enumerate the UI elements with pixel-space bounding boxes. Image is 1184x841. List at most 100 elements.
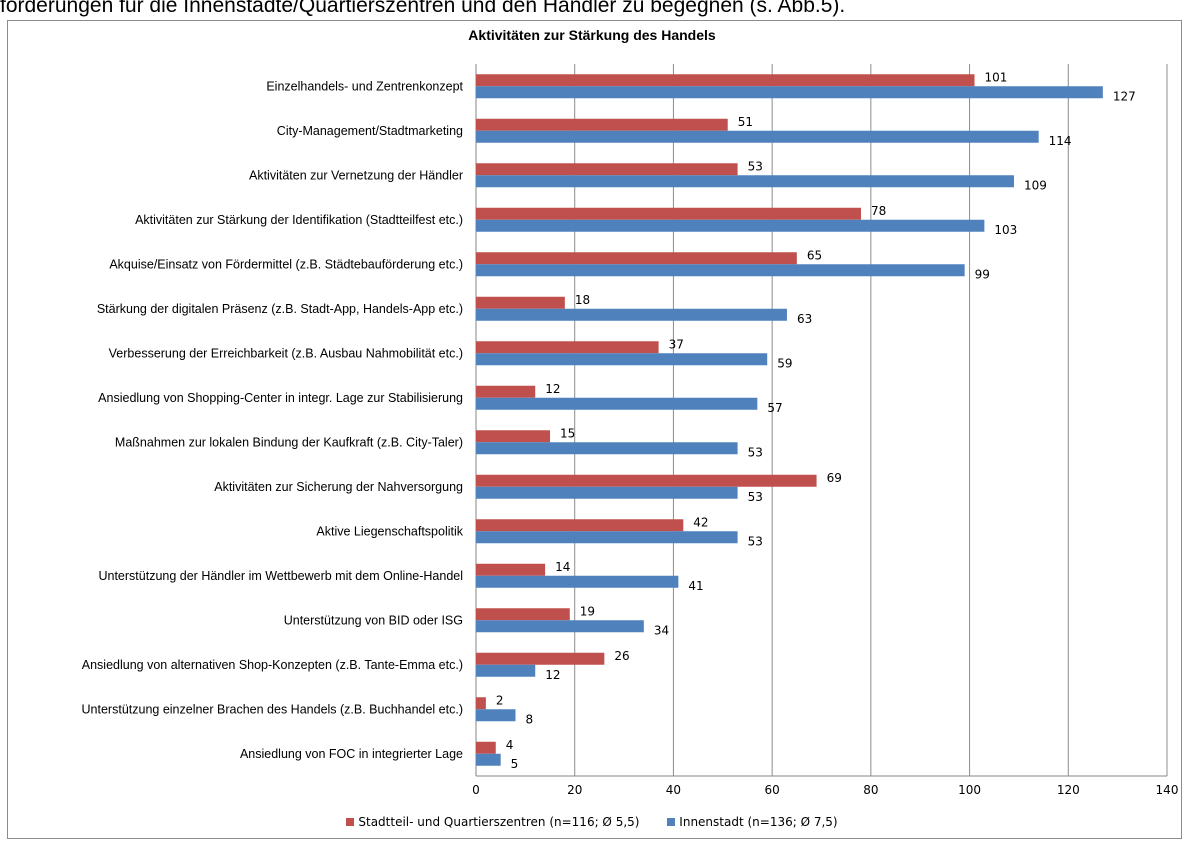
bar-series-1 — [476, 430, 551, 443]
category-label: Aktivitäten zur Sicherung der Nahversorg… — [214, 480, 463, 494]
bar-series-2 — [476, 620, 644, 633]
bar-series-1 — [476, 252, 797, 265]
category-label: Ansiedlung von Shopping-Center in integr… — [98, 391, 463, 405]
bar-series-2 — [476, 486, 738, 499]
bar-series-2 — [476, 353, 768, 366]
data-label-series-1: 37 — [669, 337, 684, 351]
category-label: City-Management/Stadtmarketing — [277, 124, 463, 138]
bar-series-2 — [476, 709, 516, 722]
data-label-series-1: 14 — [555, 560, 570, 574]
x-tick-label: 0 — [472, 783, 480, 797]
data-label-series-2: 57 — [767, 401, 782, 415]
data-label-series-1: 12 — [545, 382, 560, 396]
x-tick-label: 20 — [567, 783, 582, 797]
bar-series-1 — [476, 296, 565, 309]
data-label-series-2: 34 — [654, 623, 669, 637]
data-label-series-2: 41 — [688, 579, 703, 593]
legend-label-series-2: Innenstadt (n=136; Ø 7,5) — [679, 815, 838, 829]
x-tick-label: 80 — [863, 783, 878, 797]
bar-series-1 — [476, 341, 659, 354]
data-label-series-1: 51 — [738, 115, 753, 129]
bar-series-1 — [476, 519, 684, 532]
bar-series-1 — [476, 207, 861, 220]
legend: Stadtteil- und Quartierszentren (n=116; … — [0, 815, 1184, 829]
data-label-series-2: 53 — [748, 490, 763, 504]
bar-series-2 — [476, 175, 1014, 188]
data-label-series-1: 42 — [693, 515, 708, 529]
data-label-series-2: 109 — [1024, 178, 1047, 192]
category-label: Unterstützung der Händler im Wettbewerb … — [98, 569, 463, 583]
bar-series-2 — [476, 130, 1039, 143]
data-label-series-1: 69 — [827, 471, 842, 485]
legend-item-series-1: Stadtteil- und Quartierszentren (n=116; … — [346, 815, 639, 829]
category-label: Stärkung der digitalen Präsenz (z.B. Sta… — [97, 302, 463, 316]
legend-item-series-2: Innenstadt (n=136; Ø 7,5) — [667, 815, 838, 829]
bar-series-2 — [476, 264, 965, 277]
data-label-series-2: 53 — [748, 534, 763, 548]
x-tick-label: 40 — [666, 783, 681, 797]
x-axis-ticks: 0 20 40 60 80 100 120 140 — [472, 783, 1178, 797]
data-label-series-2: 114 — [1049, 134, 1072, 148]
bar-series-2 — [476, 442, 738, 455]
category-label: Einzelhandels- und Zentrenkonzept — [266, 79, 463, 93]
data-label-series-2: 99 — [975, 267, 990, 281]
category-label: Ansiedlung von alternativen Shop-Konzept… — [82, 658, 463, 672]
category-labels: Einzelhandels- und Zentrenkonzept City-Ma… — [82, 79, 464, 761]
data-label-series-1: 4 — [506, 738, 514, 752]
data-label-series-2: 103 — [994, 223, 1017, 237]
data-label-series-2: 59 — [777, 356, 792, 370]
category-label: Aktivitäten zur Vernetzung der Händler — [249, 168, 463, 182]
bar-series-2 — [476, 86, 1103, 99]
data-label-series-2: 63 — [797, 312, 812, 326]
data-label-series-1: 26 — [614, 649, 629, 663]
category-label: Unterstützung einzelner Brachen des Hand… — [82, 702, 463, 716]
category-label: Ansiedlung von FOC in integrierter Lage — [240, 747, 463, 761]
data-label-series-1: 78 — [871, 204, 886, 218]
bar-series-1 — [476, 163, 738, 176]
bar-series-1 — [476, 74, 975, 87]
legend-swatch-series-2 — [667, 818, 676, 826]
x-tick-label: 140 — [1156, 783, 1179, 797]
bar-series-1 — [476, 652, 605, 665]
bar-series-1 — [476, 118, 728, 131]
data-label-series-2: 127 — [1113, 89, 1136, 103]
bar-series-1 — [476, 563, 546, 576]
chart-frame — [7, 20, 1182, 839]
data-label-series-2: 5 — [511, 757, 519, 771]
chart-title: Aktivitäten zur Stärkung des Handels — [468, 27, 716, 43]
intro-text: forderungen für die Innenstädte/Quartier… — [0, 0, 846, 17]
x-tick-label: 60 — [765, 783, 780, 797]
x-tick-label: 100 — [958, 783, 981, 797]
bar-series-1 — [476, 697, 486, 710]
data-label-series-1: 101 — [985, 70, 1008, 84]
data-label-series-2: 12 — [545, 668, 560, 682]
category-label: Aktive Liegenschaftspolitik — [316, 524, 463, 538]
bar-series-1 — [476, 385, 536, 398]
bar-series-2 — [476, 219, 985, 232]
legend-label-series-1: Stadtteil- und Quartierszentren (n=116; … — [358, 815, 640, 829]
bar-series-2 — [476, 308, 787, 321]
bar-series-1 — [476, 608, 570, 621]
data-label-series-1: 15 — [560, 426, 575, 440]
data-label-series-1: 18 — [575, 293, 590, 307]
bar-series-2 — [476, 753, 501, 766]
bar-series-2 — [476, 531, 738, 544]
bars: 101 127 51 114 53 109 78 103 65 99 18 63 37 59 12 57 15 5… — [476, 70, 1136, 771]
category-label: Akquise/Einsatz von Fördermittel (z.B. S… — [109, 257, 463, 271]
bar-series-1 — [476, 474, 817, 487]
bar-series-2 — [476, 397, 758, 410]
x-tick-label: 120 — [1057, 783, 1080, 797]
category-label: Aktivitäten zur Stärkung der Identifikat… — [135, 213, 463, 227]
bar-series-2 — [476, 575, 679, 588]
legend-swatch-series-1 — [346, 818, 355, 826]
bar-series-1 — [476, 741, 496, 754]
data-label-series-1: 19 — [580, 604, 595, 618]
category-label: Maßnahmen zur lokalen Bindung der Kaufkr… — [115, 435, 463, 449]
data-label-series-1: 2 — [496, 693, 504, 707]
data-label-series-2: 53 — [748, 445, 763, 459]
category-label: Unterstützung von BID oder ISG — [284, 613, 463, 627]
data-label-series-1: 65 — [807, 248, 822, 262]
bar-series-2 — [476, 664, 536, 677]
data-label-series-2: 8 — [525, 712, 533, 726]
